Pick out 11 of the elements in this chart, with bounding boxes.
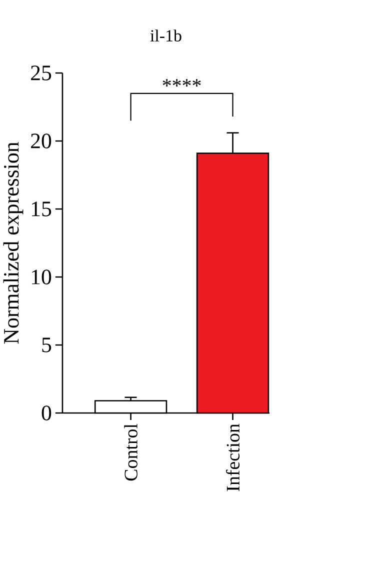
y-axis-title: Normalized expression — [3, 142, 24, 344]
annotation: **** — [162, 79, 201, 86]
y-tick-label: 25 — [31, 66, 52, 80]
x-tick-label: Control — [124, 424, 138, 481]
y-tick-label: 20 — [31, 134, 52, 148]
y-tick-label: 15 — [32, 202, 52, 216]
x-tick-label: Infection — [226, 424, 240, 492]
chart-title: il-1b — [150, 30, 182, 42]
y-tick-label: 0 — [42, 406, 52, 420]
y-tick-label: 5 — [42, 338, 52, 352]
y-tick-label: 10 — [32, 270, 52, 284]
